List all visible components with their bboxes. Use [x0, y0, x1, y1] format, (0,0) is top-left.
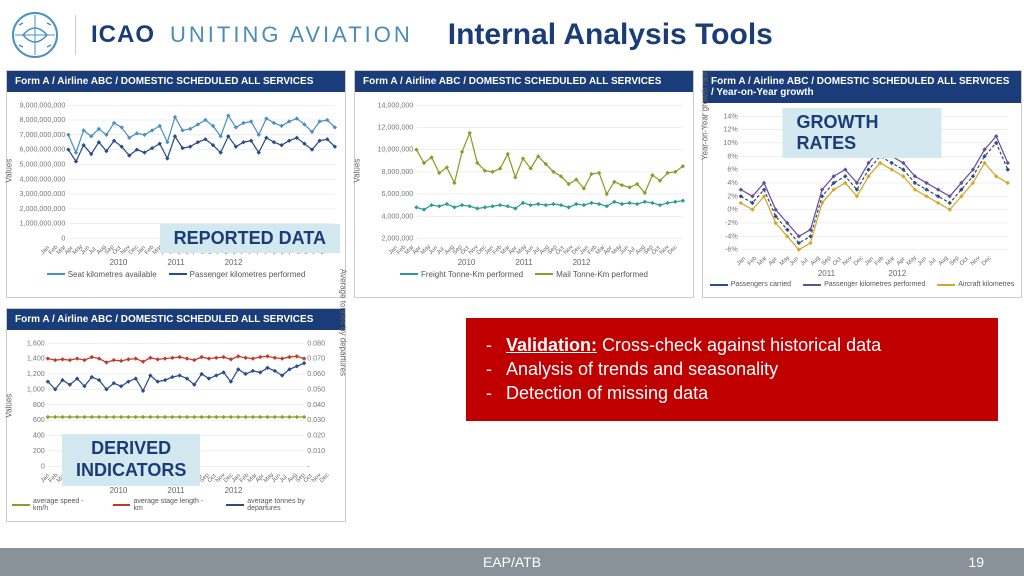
svg-text:8,000,000: 8,000,000: [381, 168, 413, 176]
chart3-header: Form A / Airline ABC / DOMESTIC SCHEDULE…: [703, 71, 1021, 103]
chart-reported-data: Form A / Airline ABC / DOMESTIC SCHEDULE…: [6, 70, 346, 298]
chart2-svg: 2,000,000 4,000,000 6,000,000 8,000,000 10,0…: [360, 97, 688, 251]
svg-text:2,000,000: 2,000,000: [381, 235, 413, 243]
svg-text:0.080: 0.080: [307, 339, 325, 347]
footer-text: EAP/ATB: [483, 554, 541, 570]
svg-text:0.070: 0.070: [307, 355, 325, 363]
chart-derived-indicators: Form A / Airline ABC / DOMESTIC SCHEDULE…: [6, 308, 346, 522]
slide-header: ICAO UNITING AVIATION Internal Analysis …: [0, 0, 1024, 70]
svg-text:5,000,000,000: 5,000,000,000: [20, 160, 66, 168]
svg-text:-: -: [307, 462, 310, 470]
overlay-reported: REPORTED DATA: [160, 224, 340, 253]
svg-text:2%: 2%: [727, 192, 738, 200]
svg-text:1,200: 1,200: [27, 370, 45, 378]
chart-freight-mail: Form A / Airline ABC / DOMESTIC SCHEDULE…: [354, 70, 694, 298]
overlay-derived: DERIVEDINDICATORS: [62, 434, 200, 485]
svg-text:2,000,000,000: 2,000,000,000: [20, 205, 66, 213]
page-number: 19: [968, 554, 984, 570]
svg-text:0: 0: [41, 462, 45, 470]
svg-text:1,000: 1,000: [27, 385, 45, 393]
chart1-ylabel: Values: [5, 159, 14, 183]
svg-text:14,000,000: 14,000,000: [377, 101, 413, 109]
chart2-ylabel: Values: [353, 159, 362, 183]
svg-text:0: 0: [61, 235, 65, 243]
chart4-ylabel-r: Average tonnes by departures: [339, 269, 348, 376]
charts-row1: Form A / Airline ABC / DOMESTIC SCHEDULE…: [0, 70, 1024, 298]
chart4-header: Form A / Airline ABC / DOMESTIC SCHEDULE…: [7, 309, 345, 330]
icao-logo-icon: [10, 10, 60, 60]
svg-text:10,000,000: 10,000,000: [377, 146, 413, 154]
svg-text:0.040: 0.040: [307, 401, 325, 409]
svg-text:0%: 0%: [727, 206, 738, 214]
slide-footer: EAP/ATB 19: [0, 548, 1024, 576]
svg-text:0.050: 0.050: [307, 385, 325, 393]
svg-text:-4%: -4%: [725, 232, 738, 240]
svg-text:200: 200: [33, 447, 45, 455]
chart4-ylabel: Values: [5, 394, 14, 418]
svg-text:9,000,000,000: 9,000,000,000: [20, 101, 66, 109]
svg-text:1,000,000,000: 1,000,000,000: [20, 220, 66, 228]
svg-text:6%: 6%: [727, 166, 738, 174]
svg-text:400: 400: [33, 432, 45, 440]
svg-text:7,000,000,000: 7,000,000,000: [20, 131, 66, 139]
svg-text:12,000,000: 12,000,000: [377, 123, 413, 131]
svg-text:1,400: 1,400: [27, 355, 45, 363]
svg-text:0.020: 0.020: [307, 432, 325, 440]
svg-text:600: 600: [33, 416, 45, 424]
icao-text: ICAO: [91, 21, 155, 49]
overlay-growth: GROWTH RATES: [783, 108, 942, 158]
svg-text:10%: 10%: [723, 139, 738, 147]
svg-text:6,000,000: 6,000,000: [381, 190, 413, 198]
redbox-item2: Analysis of trends and seasonality: [486, 359, 978, 380]
chart1-header: Form A / Airline ABC / DOMESTIC SCHEDULE…: [7, 71, 345, 92]
svg-text:4%: 4%: [727, 179, 738, 187]
validation-label: Validation:: [506, 335, 597, 355]
chart3-ylabel: Year-on-Year growth rate: [701, 71, 710, 160]
page-title: Internal Analysis Tools: [448, 18, 773, 52]
svg-text:0.060: 0.060: [307, 370, 325, 378]
uniting-text: UNITING AVIATION: [170, 22, 413, 48]
svg-text:0.030: 0.030: [307, 416, 325, 424]
red-info-box: Validation: Cross-check against historic…: [466, 318, 998, 421]
svg-text:-6%: -6%: [725, 246, 738, 254]
svg-text:6,000,000,000: 6,000,000,000: [20, 146, 66, 154]
svg-text:-2%: -2%: [725, 219, 738, 227]
svg-text:4,000,000,000: 4,000,000,000: [20, 175, 66, 183]
svg-text:8%: 8%: [727, 152, 738, 160]
charts-row2: Form A / Airline ABC / DOMESTIC SCHEDULE…: [0, 298, 1024, 532]
svg-text:12%: 12%: [723, 126, 738, 134]
redbox-item3: Detection of missing data: [486, 383, 978, 404]
svg-text:800: 800: [33, 401, 45, 409]
svg-text:8,000,000,000: 8,000,000,000: [20, 116, 66, 124]
svg-text:14%: 14%: [723, 112, 738, 120]
svg-text:1,600: 1,600: [27, 339, 45, 347]
chart-growth-rates: Form A / Airline ABC / DOMESTIC SCHEDULE…: [702, 70, 1022, 298]
svg-text:0.010: 0.010: [307, 447, 325, 455]
svg-text:3,000,000,000: 3,000,000,000: [20, 190, 66, 198]
chart2-header: Form A / Airline ABC / DOMESTIC SCHEDULE…: [355, 71, 693, 92]
svg-text:4,000,000: 4,000,000: [381, 212, 413, 220]
